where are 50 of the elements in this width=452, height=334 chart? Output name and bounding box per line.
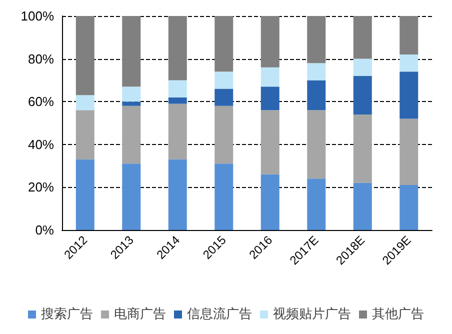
bar (122, 86, 141, 102)
bar (168, 159, 187, 230)
bar (76, 16, 94, 96)
bar (168, 97, 187, 104)
bar (260, 174, 280, 230)
bar (168, 80, 187, 98)
bar (76, 95, 94, 110)
bar (214, 72, 234, 89)
bar (307, 80, 326, 110)
y-tick-label: 80% (28, 51, 54, 66)
bar (353, 114, 372, 183)
bar (168, 104, 187, 160)
legend-label: 搜索广告 (41, 307, 93, 322)
y-tick-label: 40% (28, 136, 54, 152)
y-tick-label: 20% (28, 180, 54, 195)
legend-label: 电商广告 (114, 307, 166, 322)
bar (353, 16, 372, 59)
bar (260, 110, 280, 174)
legend-label: 视频贴片广告 (273, 307, 351, 322)
bar (400, 185, 418, 230)
bar (168, 16, 187, 80)
bar (76, 110, 94, 160)
bar (307, 16, 326, 64)
bar (76, 159, 94, 230)
bar (122, 102, 141, 106)
y-tick-label: 60% (28, 94, 54, 110)
bar (122, 16, 141, 87)
bar (400, 54, 418, 72)
bar (353, 58, 372, 76)
bar (400, 118, 418, 186)
bar (400, 72, 418, 119)
y-tick-label: 0% (35, 222, 54, 238)
bar (260, 67, 280, 87)
bar (214, 164, 234, 230)
bar (307, 63, 326, 80)
y-tick-label: 100% (20, 8, 54, 24)
bar (214, 106, 234, 164)
bar (260, 16, 280, 68)
legend-label: 信息流广告 (187, 306, 252, 322)
bar (214, 16, 234, 72)
bar (307, 110, 326, 179)
legend-label: 其他广告 (372, 307, 424, 322)
bar (400, 16, 418, 55)
bar (260, 86, 280, 110)
bar (122, 106, 141, 164)
bar (307, 178, 326, 230)
bar (122, 164, 141, 230)
bar (353, 182, 372, 230)
bar (353, 76, 372, 114)
bar (214, 88, 234, 106)
